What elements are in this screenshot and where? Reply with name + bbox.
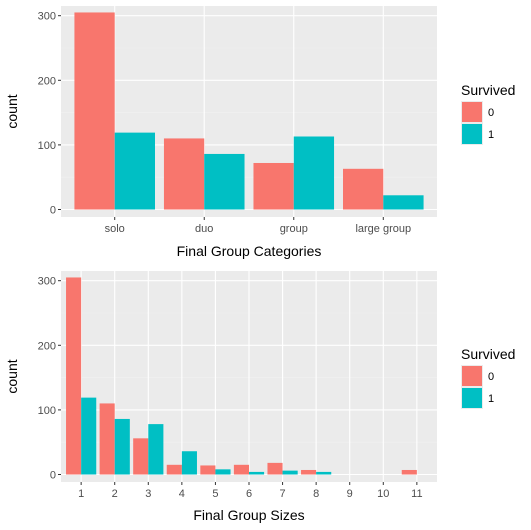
x-tick-label: 5: [212, 488, 218, 500]
bar-0-6: [233, 464, 249, 475]
bar-0-1: [66, 277, 82, 475]
x-axis-title: Final Group Categories: [177, 243, 322, 259]
bar-0-large-group: [343, 168, 384, 210]
x-tick-label: 4: [179, 488, 185, 500]
bar-1-large-group: [383, 195, 424, 210]
y-tick-label: 0: [50, 205, 56, 217]
bar-1-3: [148, 424, 164, 475]
x-tick-label: 9: [347, 488, 353, 500]
x-tick-label: 2: [112, 488, 118, 500]
legend-key-swatch: [462, 366, 482, 386]
bar-0-5: [200, 465, 216, 475]
y-tick-label: 200: [38, 340, 56, 352]
y-axis-title: count: [4, 359, 20, 393]
x-tick-label: 6: [246, 488, 252, 500]
bar-1-8: [316, 471, 332, 475]
legend: Survived 0 1: [461, 82, 515, 145]
x-tick-label: 10: [377, 488, 389, 500]
legend-label: 0: [488, 371, 494, 383]
x-tick-label: large group: [355, 223, 411, 235]
legend-label: 0: [488, 107, 494, 119]
chart-panel-1: 0 100 200 300 solo duo group large group Final G…: [4, 6, 515, 259]
bar-1-5: [215, 469, 231, 475]
x-tick-label: 11: [411, 488, 422, 500]
bar-1-duo: [204, 153, 245, 210]
x-tick-label: 8: [313, 488, 319, 500]
legend-key-swatch: [462, 124, 482, 144]
legend-key-swatch: [462, 388, 482, 408]
x-tick-label: duo: [195, 223, 213, 235]
x-axis-title: Final Group Sizes: [193, 507, 304, 523]
x-tick-label: 1: [78, 488, 84, 500]
bar-1-7: [282, 470, 298, 475]
bar-1-1: [81, 397, 97, 475]
y-axis-title: count: [4, 94, 20, 128]
bar-0-4: [166, 464, 182, 475]
x-tick-label: solo: [105, 223, 125, 235]
bar-1-solo: [114, 132, 155, 210]
y-tick-label: 100: [38, 405, 56, 417]
bar-0-7: [267, 462, 283, 475]
bar-0-8: [301, 469, 317, 475]
legend: Survived 0 1: [461, 346, 515, 409]
bar-0-2: [99, 403, 115, 475]
y-tick-label: 0: [50, 470, 56, 482]
y-tick-label: 300: [38, 11, 56, 23]
y-tick-label: 300: [38, 276, 56, 288]
bar-0-group: [253, 162, 294, 210]
x-tick-label: 7: [280, 488, 286, 500]
bar-0-solo: [74, 12, 115, 210]
legend-title: Survived: [461, 346, 515, 362]
legend-key-swatch: [462, 102, 482, 122]
y-tick-label: 200: [38, 75, 56, 87]
bar-0-3: [133, 438, 149, 475]
y-tick-label: 100: [38, 140, 56, 152]
legend-label: 1: [488, 129, 494, 141]
bar-1-6: [249, 471, 265, 475]
x-tick-label: group: [280, 223, 308, 235]
legend-title: Survived: [461, 82, 515, 98]
legend-label: 1: [488, 393, 494, 405]
bar-1-group: [293, 136, 335, 210]
bar-0-duo: [163, 138, 205, 210]
bar-1-4: [181, 451, 197, 475]
bar-1-2: [114, 418, 130, 475]
bar-0-11: [401, 469, 417, 475]
x-tick-label: 3: [145, 488, 151, 500]
